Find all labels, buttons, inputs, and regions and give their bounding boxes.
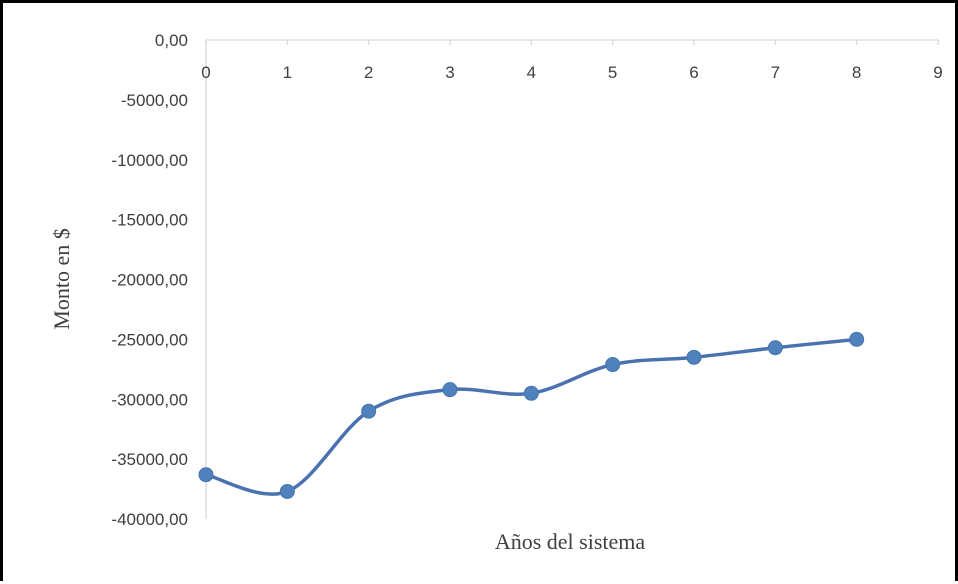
data-markers	[198, 331, 865, 499]
x-tick-label: 8	[852, 63, 861, 82]
data-point	[849, 331, 865, 347]
x-tick-label: 7	[771, 63, 780, 82]
y-tick-label: -30000,00	[111, 390, 188, 409]
data-point	[361, 403, 377, 419]
data-point	[279, 483, 295, 499]
data-point	[605, 357, 621, 373]
data-point	[686, 349, 702, 365]
x-tick-label: 9	[933, 63, 942, 82]
data-point	[198, 467, 214, 483]
x-tick-label: 6	[689, 63, 698, 82]
x-tick-label: 3	[445, 63, 454, 82]
x-tick-labels: 0 1 2 3 4 5 6 7 8 9	[201, 63, 942, 82]
y-tick-label: -35000,00	[111, 450, 188, 469]
y-tick-label: -5000,00	[121, 91, 188, 110]
y-tick-label: -25000,00	[111, 330, 188, 349]
x-tick-label: 2	[364, 63, 373, 82]
data-point	[523, 385, 539, 401]
x-tick-label: 5	[608, 63, 617, 82]
axes	[205, 39, 939, 519]
line-chart: 0 1 2 3 4 5 6 7 8 9 0,00 -5000,00 -10000,00 -15000,0…	[49, 31, 943, 554]
y-tick-label: -10000,00	[111, 151, 188, 170]
y-tick-label: -40000,00	[111, 510, 188, 529]
x-tick-label: 1	[283, 63, 292, 82]
series-line	[205, 337, 857, 496]
y-tick-label: -15000,00	[111, 211, 188, 230]
data-point	[442, 382, 458, 398]
y-tick-label: -20000,00	[111, 271, 188, 290]
data-point	[767, 340, 783, 356]
x-axis-title: Años del sistema	[495, 529, 646, 554]
x-tick-label: 0	[201, 63, 210, 82]
x-tick-label: 4	[527, 63, 536, 82]
y-tick-labels: 0,00 -5000,00 -10000,00 -15000,00 -20000,00 -…	[111, 31, 188, 529]
y-tick-label: 0,00	[155, 31, 188, 50]
y-axis-title: Monto en $	[49, 228, 74, 329]
